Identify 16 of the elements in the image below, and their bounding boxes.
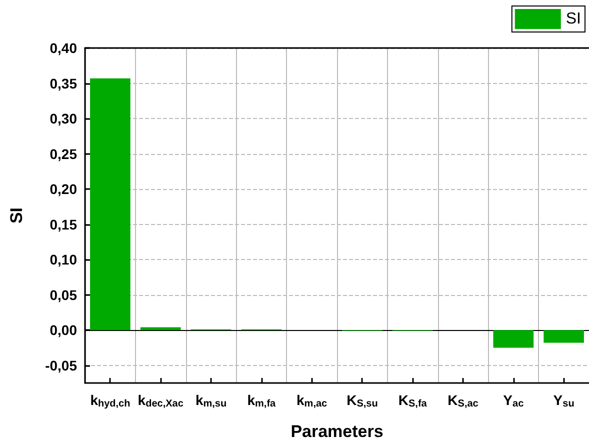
bar bbox=[544, 330, 584, 343]
y-tick-label: 0,25 bbox=[50, 146, 78, 162]
y-tick-label: 0,30 bbox=[50, 110, 78, 127]
y-tick-label: -0,05 bbox=[45, 357, 78, 374]
bar bbox=[90, 78, 130, 330]
legend-label: SI bbox=[566, 10, 582, 28]
y-tick-label: 0,40 bbox=[50, 40, 78, 56]
y-tick-label: 0,15 bbox=[50, 216, 78, 232]
bar bbox=[493, 330, 534, 348]
y-tick-label: 0,35 bbox=[50, 75, 78, 92]
y-tick-label: 0,00 bbox=[50, 322, 78, 338]
y-tick-label: 0,10 bbox=[50, 252, 78, 268]
y-tick-label: 0,05 bbox=[50, 286, 78, 303]
x-axis-title: Parameters bbox=[290, 422, 384, 441]
y-axis-title: SI bbox=[7, 207, 26, 224]
y-tick-label: 0,20 bbox=[50, 181, 78, 198]
